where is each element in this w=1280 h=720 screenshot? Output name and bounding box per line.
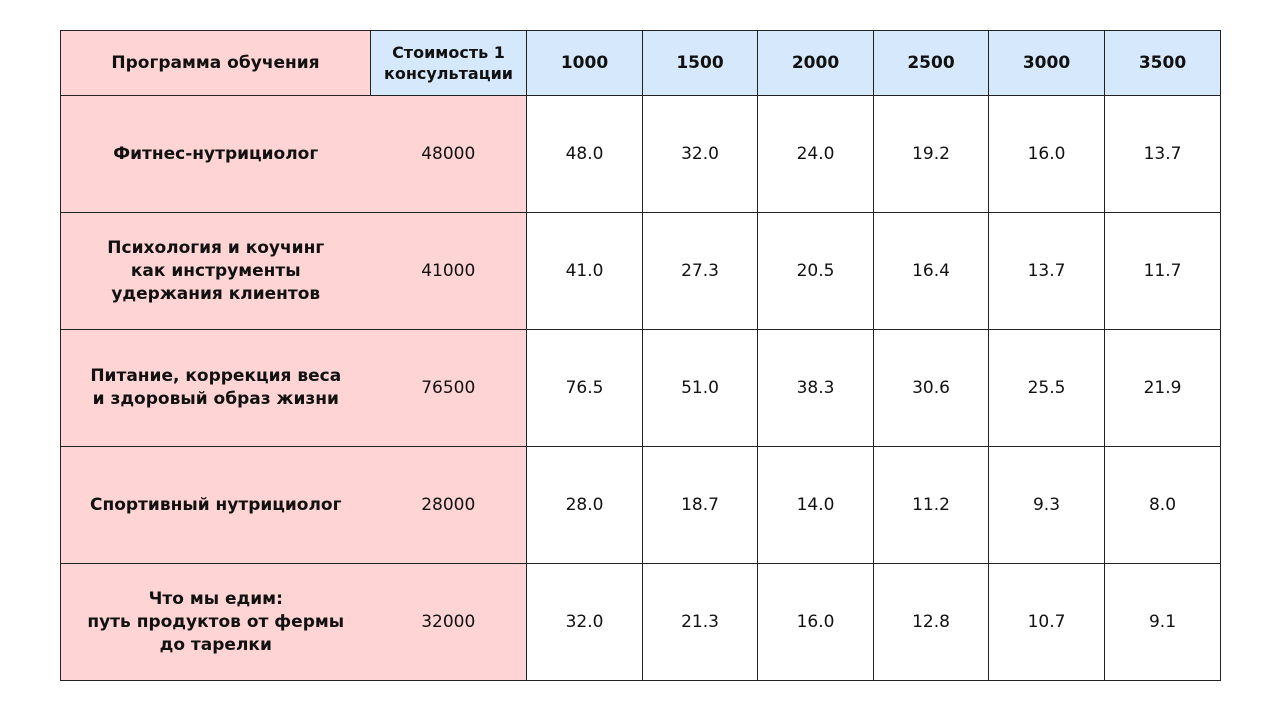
value-cell: 13.7 — [988, 212, 1105, 330]
value-cell: 32.0 — [642, 95, 758, 213]
header-cost: Стоимость 1 консультации — [370, 30, 527, 96]
header-price-1000: 1000 — [526, 30, 643, 96]
value-cell: 41.0 — [526, 212, 643, 330]
value-cell: 11.7 — [1104, 212, 1221, 330]
value-cell: 16.0 — [757, 563, 874, 681]
value-cell: 25.5 — [988, 329, 1105, 447]
program-name: Психология и коучинг как инструменты уде… — [60, 212, 371, 330]
value-cell: 48.0 — [526, 95, 643, 213]
program-name: Что мы едим: путь продуктов от фермы до … — [60, 563, 371, 681]
header-price-3500: 3500 — [1104, 30, 1221, 96]
value-cell: 20.5 — [757, 212, 874, 330]
value-cell: 9.1 — [1104, 563, 1221, 681]
value-cell: 16.4 — [873, 212, 989, 330]
value-cell: 19.2 — [873, 95, 989, 213]
program-name: Спортивный нутрициолог — [60, 446, 371, 564]
program-cost: 41000 — [370, 212, 527, 330]
value-cell: 51.0 — [642, 329, 758, 447]
program-cost: 48000 — [370, 95, 527, 213]
program-cost: 76500 — [370, 329, 527, 447]
table-header-row: Программа обучения Стоимость 1 консульта… — [60, 30, 1221, 96]
program-cost: 32000 — [370, 563, 527, 681]
header-price-2500: 2500 — [873, 30, 989, 96]
value-cell: 21.3 — [642, 563, 758, 681]
consultation-price-table: Программа обучения Стоимость 1 консульта… — [60, 30, 1221, 681]
header-price-2000: 2000 — [757, 30, 874, 96]
value-cell: 10.7 — [988, 563, 1105, 681]
value-cell: 12.8 — [873, 563, 989, 681]
value-cell: 9.3 — [988, 446, 1105, 564]
program-name: Фитнес-нутрициолог — [60, 95, 371, 213]
value-cell: 13.7 — [1104, 95, 1221, 213]
value-cell: 18.7 — [642, 446, 758, 564]
value-cell: 76.5 — [526, 329, 643, 447]
value-cell: 14.0 — [757, 446, 874, 564]
value-cell: 28.0 — [526, 446, 643, 564]
value-cell: 32.0 — [526, 563, 643, 681]
value-cell: 11.2 — [873, 446, 989, 564]
value-cell: 24.0 — [757, 95, 874, 213]
value-cell: 21.9 — [1104, 329, 1221, 447]
program-cost: 28000 — [370, 446, 527, 564]
value-cell: 16.0 — [988, 95, 1105, 213]
header-program: Программа обучения — [60, 30, 371, 96]
table-row: Фитнес-нутрициолог 48000 48.0 32.0 24.0 … — [60, 95, 1221, 213]
value-cell: 27.3 — [642, 212, 758, 330]
value-cell: 8.0 — [1104, 446, 1221, 564]
price-table-container: Программа обучения Стоимость 1 консульта… — [60, 30, 1221, 681]
value-cell: 30.6 — [873, 329, 989, 447]
table-row: Психология и коучинг как инструменты уде… — [60, 212, 1221, 330]
value-cell: 38.3 — [757, 329, 874, 447]
table-row: Что мы едим: путь продуктов от фермы до … — [60, 563, 1221, 681]
table-row: Спортивный нутрициолог 28000 28.0 18.7 1… — [60, 446, 1221, 564]
program-name: Питание, коррекция веса и здоровый образ… — [60, 329, 371, 447]
header-price-3000: 3000 — [988, 30, 1105, 96]
table-row: Питание, коррекция веса и здоровый образ… — [60, 329, 1221, 447]
header-price-1500: 1500 — [642, 30, 758, 96]
